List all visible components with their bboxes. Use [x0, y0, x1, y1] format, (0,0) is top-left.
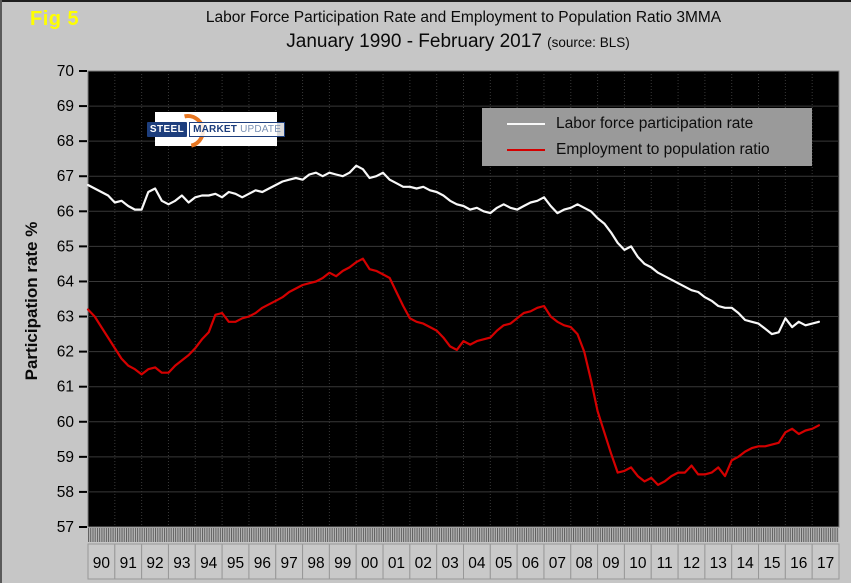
x-year-cell [704, 543, 733, 580]
y-tick-label: 64 [57, 273, 75, 290]
x-tick-label: 13 [710, 555, 727, 572]
logo-word-steel: STEEL [146, 121, 188, 137]
x-year-cell [114, 543, 143, 580]
x-tick-label: 12 [683, 555, 700, 572]
series-line [86, 257, 821, 486]
y-tick-label: 62 [57, 344, 74, 361]
x-tick-label: 95 [227, 555, 244, 572]
x-year-cell [167, 543, 196, 580]
x-year-cell [194, 543, 223, 580]
legend-item-lfpr: Labor force participation rate [482, 115, 812, 133]
x-tick-label: 92 [146, 555, 163, 572]
x-tick-label: 90 [93, 555, 111, 572]
x-tick-label: 15 [763, 555, 780, 572]
steel-market-update-logo: STEEL MARKET UPDATE [146, 107, 286, 154]
x-tick-label: 01 [388, 555, 405, 572]
x-tick-label: 06 [522, 555, 539, 572]
x-tick-label: 14 [737, 555, 755, 572]
y-tick-label: 57 [57, 519, 74, 536]
x-year-cell [784, 543, 813, 580]
legend-item-epr: Employment to population ratio [482, 141, 812, 159]
logo-word-group: MARKET UPDATE [189, 121, 286, 137]
x-tick-label: 91 [120, 555, 137, 572]
x-year-cell [141, 543, 169, 580]
x-tick-label: 05 [495, 555, 512, 572]
y-tick-label: 59 [57, 449, 74, 466]
x-year-cell [463, 543, 491, 580]
x-year-cell [409, 543, 438, 580]
y-tick-label: 69 [57, 98, 74, 115]
figure-number-label: Fig 5 [30, 8, 80, 30]
chart-subtitle: January 1990 - February 2017 (source: BL… [88, 31, 828, 53]
y-tick-label: 63 [57, 309, 74, 326]
chart-title: Labor Force Participation Rate and Emplo… [205, 9, 722, 26]
x-tick-label: 00 [361, 555, 379, 572]
y-tick-label: 66 [57, 203, 74, 220]
x-year-cell [302, 543, 330, 580]
x-year-cell [623, 543, 652, 580]
x-tick-label: 94 [200, 555, 218, 572]
y-tick-label: 70 [57, 63, 75, 80]
x-year-cell [570, 543, 599, 580]
x-year-cell [382, 543, 411, 580]
x-tick-label: 08 [576, 555, 593, 572]
x-year-cell [87, 543, 116, 580]
x-tick-label: 02 [415, 555, 432, 572]
x-tick-label: 99 [334, 555, 351, 572]
x-tick-label: 10 [629, 555, 647, 572]
chart-source: (source: BLS) [547, 35, 630, 50]
x-tick-label: 16 [790, 555, 807, 572]
x-tick-label: 04 [468, 555, 486, 572]
x-tick-label: 03 [441, 555, 458, 572]
x-tick-label: 11 [657, 555, 673, 572]
x-year-cell [248, 543, 277, 580]
x-year-cell [489, 543, 518, 580]
x-tick-label: 93 [173, 555, 190, 572]
logo-word-update: UPDATE [240, 123, 282, 135]
window-left-edge [0, 0, 2, 583]
x-year-cell [650, 543, 679, 580]
x-year-cell [811, 543, 840, 580]
x-year-cell [436, 543, 464, 580]
x-year-cell [275, 543, 304, 580]
y-tick-label: 58 [57, 484, 74, 501]
series-line [86, 164, 821, 336]
x-year-cell [597, 543, 625, 580]
legend-label: Employment to population ratio [556, 140, 770, 158]
x-tick-label: 96 [254, 555, 271, 572]
y-tick-label: 67 [57, 168, 74, 185]
y-tick-label: 68 [57, 133, 74, 150]
y-tick-label: 65 [57, 238, 74, 255]
x-year-cell [355, 543, 384, 580]
window-top-edge [0, 0, 851, 2]
x-year-cell [516, 543, 545, 580]
x-tick-label: 98 [307, 555, 324, 572]
legend-label: Labor force participation rate [556, 115, 754, 133]
x-tick-label: 97 [281, 555, 298, 572]
x-tick-label: 07 [549, 555, 566, 572]
x-tick-label: 09 [602, 555, 619, 572]
chart-date-range: January 1990 - February 2017 [286, 31, 542, 52]
x-year-cell [543, 543, 572, 580]
y-tick-label: 61 [57, 379, 74, 396]
legend-box: Labor force participation rate Employmen… [482, 108, 812, 166]
x-minor-ticks [88, 528, 839, 542]
logo-word-market: MARKET [193, 123, 238, 135]
legend-line-sample-red [507, 148, 545, 151]
x-year-cell [221, 543, 250, 580]
legend-line-sample-white [507, 123, 545, 126]
x-tick-label: 17 [817, 555, 834, 572]
x-year-cell [758, 543, 786, 580]
y-tick-label: 60 [57, 414, 75, 431]
